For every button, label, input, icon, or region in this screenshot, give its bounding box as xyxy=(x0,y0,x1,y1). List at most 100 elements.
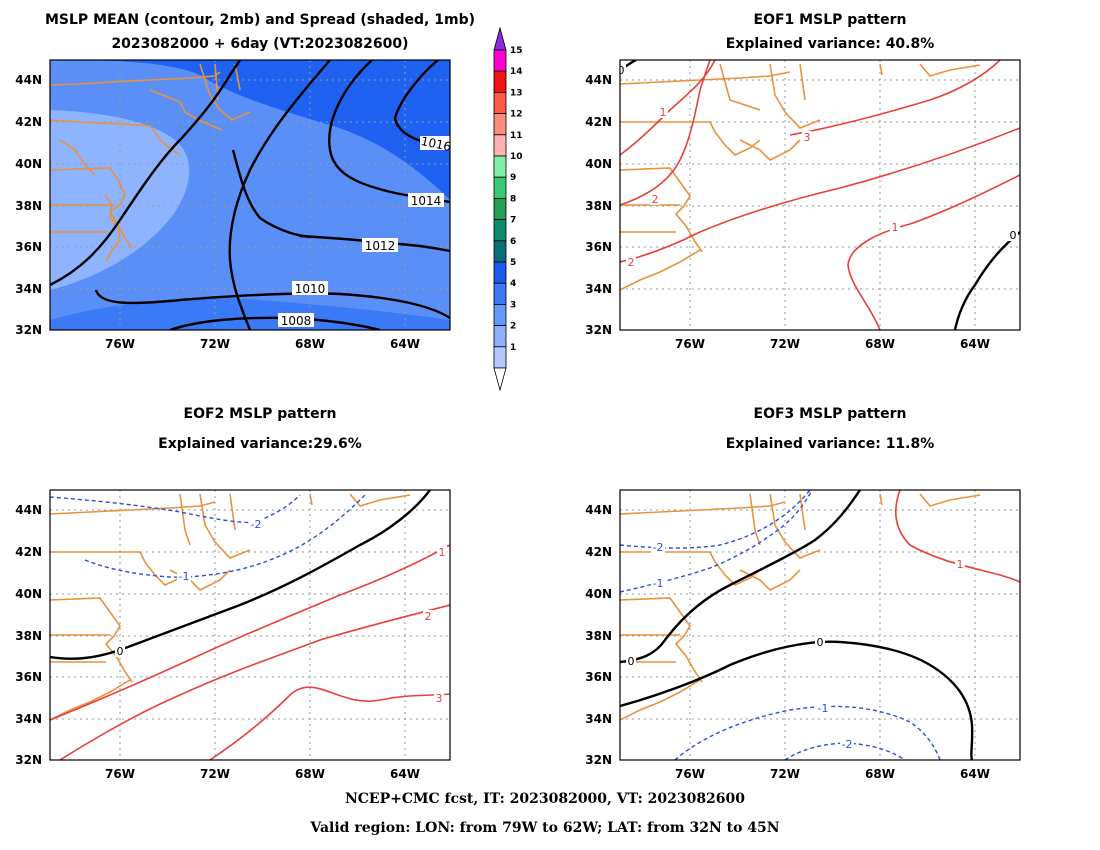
colorbar-swatch xyxy=(493,92,507,115)
colorbar-label: 15 xyxy=(510,46,523,56)
y-axis: 44N 42N 40N 38N 36N 34N 32N xyxy=(585,73,612,337)
x-tick-label: 72W xyxy=(200,337,230,351)
panel-title: EOF3 MSLP pattern xyxy=(754,406,907,422)
colorbar-label: 9 xyxy=(510,173,516,183)
colorbar-label: 14 xyxy=(510,67,523,77)
colorbar-label: 13 xyxy=(510,88,523,98)
colorbar-label: 2 xyxy=(510,322,516,332)
colorbar-label: 1 xyxy=(510,343,516,353)
contour-label: 1 xyxy=(439,546,446,559)
colorbar-label: 4 xyxy=(510,279,516,289)
colorbar-swatch xyxy=(493,240,507,263)
spread-shade-south xyxy=(50,298,450,330)
y-axis: 44N 42N 40N 38N 36N 34N 32N xyxy=(15,73,42,337)
x-tick-label: 68W xyxy=(865,337,895,351)
y-tick-label: 36N xyxy=(585,670,612,684)
contour-label: 3 xyxy=(804,131,811,144)
colorbar-label: 8 xyxy=(510,194,516,204)
y-tick-label: 32N xyxy=(15,753,42,767)
contour-label: 0 xyxy=(117,645,124,658)
zero-contours xyxy=(620,490,974,760)
colorbar-label: 10 xyxy=(510,152,523,162)
contour-label: 1012 xyxy=(365,239,396,253)
contour-label: -2 xyxy=(251,518,262,531)
colorbar-swatch xyxy=(493,134,507,157)
y-tick-label: 36N xyxy=(15,670,42,684)
x-tick-label: 72W xyxy=(770,337,800,351)
contour-label: -2 xyxy=(842,738,853,751)
contour-label: 3 xyxy=(436,692,443,705)
coastline xyxy=(50,493,411,721)
y-tick-label: 40N xyxy=(15,157,42,171)
colorbar-swatch xyxy=(493,219,507,242)
plot-frame xyxy=(619,489,1021,761)
y-tick-label: 44N xyxy=(585,73,612,87)
negative-contours xyxy=(50,494,366,578)
plot-area: 1016 1014 1012 1010 1008 xyxy=(50,60,453,330)
colorbar-label: 6 xyxy=(510,237,516,247)
y-tick-label: 36N xyxy=(15,240,42,254)
panel-eof3: EOF3 MSLP pattern Explained variance: 11… xyxy=(585,406,1021,781)
colorbar-swatch xyxy=(493,197,507,220)
y-tick-label: 38N xyxy=(585,199,612,213)
x-axis: 76W 72W 68W 64W xyxy=(675,337,990,351)
colorbar-label: 5 xyxy=(510,258,516,268)
x-tick-label: 68W xyxy=(865,767,895,781)
colorbar-swatch xyxy=(493,70,507,93)
contour-labels: -2 -1 1 0 0 -1 -2 xyxy=(626,541,965,751)
y-tick-label: 42N xyxy=(15,545,42,559)
x-tick-label: 64W xyxy=(960,337,990,351)
colorbar-swatch xyxy=(493,282,507,305)
panel-mslp-mean: MSLP MEAN (contour, 2mb) and Spread (sha… xyxy=(15,12,523,392)
valid-region: Valid region: LON: from 79W to 62W; LAT:… xyxy=(309,820,779,836)
coastline xyxy=(620,493,981,721)
panel-title: EOF1 MSLP pattern xyxy=(754,12,907,28)
x-tick-label: 76W xyxy=(105,337,135,351)
contour-label: 1008 xyxy=(281,314,312,328)
y-tick-label: 36N xyxy=(585,240,612,254)
plot-area: -2 -1 0 1 2 3 xyxy=(50,490,450,760)
colorbar-swatch xyxy=(493,155,507,178)
contour-labels: 0 1 3 2 2 1 0 xyxy=(618,64,1018,269)
y-tick-label: 38N xyxy=(15,199,42,213)
contour-label: 1 xyxy=(892,221,899,234)
x-tick-label: 72W xyxy=(200,767,230,781)
x-tick-label: 68W xyxy=(295,337,325,351)
y-tick-label: 34N xyxy=(585,712,612,726)
grid-lines xyxy=(50,490,450,760)
contour-label: 1 xyxy=(957,558,964,571)
x-tick-label: 72W xyxy=(770,767,800,781)
positive-contours xyxy=(620,60,1020,330)
y-axis: 44N 42N 40N 38N 36N 34N 32N xyxy=(585,503,612,767)
grid-lines xyxy=(620,60,1020,330)
panel-subtitle: Explained variance:29.6% xyxy=(158,436,362,452)
panel-eof2: EOF2 MSLP pattern Explained variance:29.… xyxy=(15,406,451,781)
contour-label: 1 xyxy=(660,106,667,119)
y-tick-label: 44N xyxy=(15,73,42,87)
y-tick-label: 44N xyxy=(585,503,612,517)
contour-label: 0 xyxy=(1010,229,1017,242)
contour-label: 0 xyxy=(618,64,625,77)
y-tick-label: 34N xyxy=(15,712,42,726)
x-axis: 76W 72W 68W 64W xyxy=(105,767,420,781)
plot-frame xyxy=(49,489,451,761)
contour-label: 1014 xyxy=(411,194,442,208)
x-tick-label: 76W xyxy=(105,767,135,781)
panel-subtitle: 2023082000 + 6day (VT:2023082600) xyxy=(111,36,408,52)
colorbar-swatch xyxy=(493,325,507,348)
plot-background xyxy=(620,60,1020,330)
panel-title: MSLP MEAN (contour, 2mb) and Spread (sha… xyxy=(45,12,475,28)
contour-label: 1016 xyxy=(420,134,453,154)
plot-area: 0 1 3 2 2 1 0 xyxy=(618,60,1020,330)
spread-colorbar: 15 14 13 12 11 10 9 8 7 6 5 4 3 2 1 xyxy=(493,26,523,392)
contour-label: -1 xyxy=(818,702,829,715)
y-tick-label: 34N xyxy=(585,282,612,296)
spread-shade-high xyxy=(50,60,450,200)
contour-label: -1 xyxy=(179,570,190,583)
positive-contours xyxy=(50,544,450,760)
colorbar-swatch xyxy=(493,49,507,72)
x-axis: 76W 72W 68W 64W xyxy=(105,337,420,351)
x-tick-label: 68W xyxy=(295,767,325,781)
contour-label: 2 xyxy=(425,610,432,623)
